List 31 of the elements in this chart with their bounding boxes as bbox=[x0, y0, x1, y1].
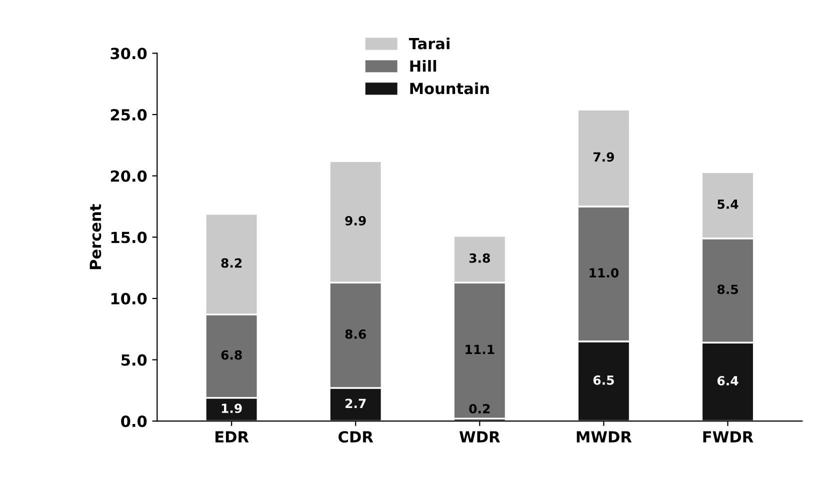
data-label: 3.8 bbox=[469, 253, 490, 263]
data-label: 2.7 bbox=[346, 398, 366, 408]
data-label: 8.6 bbox=[345, 329, 366, 339]
data-label: 8.2 bbox=[221, 258, 242, 268]
data-label: 1.9 bbox=[222, 404, 242, 414]
data-label: 6.5 bbox=[593, 375, 614, 385]
data-label: 11.1 bbox=[466, 344, 494, 354]
x-tick-label: CDR bbox=[338, 431, 374, 443]
data-label: 6.4 bbox=[717, 376, 738, 386]
data-label: 8.5 bbox=[717, 284, 738, 294]
y-tick-label: 15.0 bbox=[111, 232, 147, 244]
data-label: 11.0 bbox=[590, 268, 619, 278]
y-tick-label: 20.0 bbox=[110, 170, 147, 182]
y-tick-label: 30.0 bbox=[110, 48, 147, 60]
y-tick-label: 0.0 bbox=[121, 416, 147, 428]
legend-label: Hill bbox=[410, 60, 436, 72]
y-tick-label: 10.0 bbox=[111, 292, 147, 304]
x-tick-label: FWDR bbox=[703, 431, 754, 442]
legend-label: Mountain bbox=[410, 82, 489, 94]
data-label: 9.9 bbox=[345, 216, 366, 226]
x-tick-label: WDR bbox=[459, 431, 500, 442]
x-tick-label: EDR bbox=[216, 431, 249, 442]
data-label: 5.4 bbox=[718, 200, 738, 209]
y-tick-label: 25.0 bbox=[110, 109, 147, 121]
legend-label: Tarai bbox=[408, 38, 450, 50]
x-tick-label: MWDR bbox=[576, 431, 632, 442]
data-label: 0.2 bbox=[469, 404, 490, 414]
y-axis-title: Percent bbox=[90, 204, 102, 270]
data-label: 7.9 bbox=[593, 152, 614, 162]
data-label: 6.8 bbox=[221, 350, 242, 360]
y-tick-label: 5.0 bbox=[122, 354, 147, 366]
